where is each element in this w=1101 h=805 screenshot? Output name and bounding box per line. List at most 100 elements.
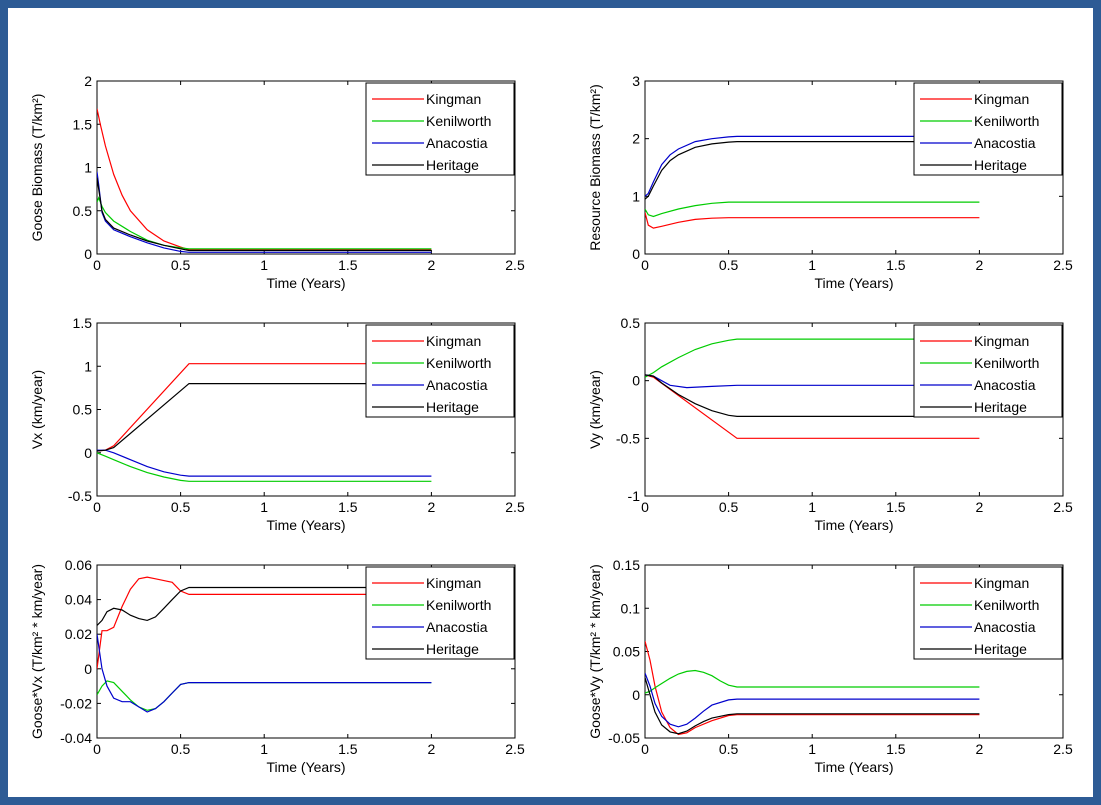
x-tick-label: 2 <box>976 741 984 757</box>
legend-label-kingman: Kingman <box>426 333 481 349</box>
x-tick-label: 0 <box>93 257 101 273</box>
series-line-anacostia <box>97 171 432 253</box>
x-tick-label: 2 <box>976 499 984 515</box>
y-tick-label: -0.02 <box>60 695 92 711</box>
x-tick-label: 0 <box>93 741 101 757</box>
legend: Kingman Kenilworth Anacostia Heritage <box>913 324 1063 418</box>
y-tick-label: 0 <box>84 661 92 677</box>
legend-box <box>913 566 1063 660</box>
legend: Kingman Kenilworth Anacostia Heritage <box>365 566 515 660</box>
series-line-heritage <box>97 383 432 452</box>
x-axis-label: Time (Years) <box>814 759 893 775</box>
x-tick-label: 0.5 <box>719 257 739 273</box>
y-tick-label: 0.05 <box>613 644 640 660</box>
series-line-kingman <box>97 576 432 669</box>
legend-label-kenilworth: Kenilworth <box>974 355 1039 371</box>
legend: Kingman Kenilworth Anacostia Heritage <box>365 82 515 176</box>
y-tick-label: 1 <box>84 160 92 176</box>
legend-label-kingman: Kingman <box>974 333 1029 349</box>
y-tick-label: 0 <box>84 246 92 262</box>
y-tick-label: -0.5 <box>616 430 640 446</box>
x-tick-label: 1 <box>808 741 816 757</box>
y-tick-label: 0 <box>632 246 640 262</box>
series-line-kenilworth <box>97 452 432 482</box>
figure-canvas: 0 0.5 1 1.5 2 2.5 0 0.5 1 1.5 2 Time (Years) Goose B… <box>29 73 1073 775</box>
x-tick-label: 1.5 <box>886 499 906 515</box>
x-tick-label: 0 <box>641 741 649 757</box>
y-tick-label: -0.05 <box>608 730 640 746</box>
x-tick-label: 2.5 <box>1053 499 1073 515</box>
legend-box <box>365 82 515 176</box>
x-tick-label: 0 <box>641 257 649 273</box>
series-line-heritage <box>645 141 980 200</box>
y-tick-label: 0.06 <box>65 557 92 573</box>
series-line-heritage <box>645 374 980 417</box>
y-axis-label: Goose Biomass (T/km²) <box>29 94 45 242</box>
x-tick-label: 2.5 <box>1053 741 1073 757</box>
x-tick-label: 2 <box>428 741 436 757</box>
y-axis-label: Vx (km/year) <box>29 370 45 449</box>
x-tick-label: 1.5 <box>886 257 906 273</box>
series-line-anacostia <box>645 672 980 728</box>
legend-label-heritage: Heritage <box>974 157 1027 173</box>
series-line-kenilworth <box>97 196 432 250</box>
x-tick-label: 2.5 <box>505 741 525 757</box>
y-axis-label: Resource Biomass (T/km²) <box>587 84 603 250</box>
legend-label-kingman: Kingman <box>426 91 481 107</box>
y-tick-label: 0 <box>632 373 640 389</box>
y-tick-label: 0 <box>84 445 92 461</box>
legend-label-kenilworth: Kenilworth <box>426 597 491 613</box>
y-tick-label: 0.02 <box>65 626 92 642</box>
x-tick-label: 2 <box>428 257 436 273</box>
y-axis-label: Goose*Vy (T/km² * km/year) <box>587 564 603 739</box>
subplot-1: 0 0.5 1 1.5 2 2.5 0 0.5 1 1.5 2 Time (Years) Goose B… <box>29 73 525 291</box>
series-line-kingman <box>645 640 980 736</box>
y-tick-label: 1.5 <box>73 315 93 331</box>
legend-label-kingman: Kingman <box>426 575 481 591</box>
x-tick-label: 2.5 <box>505 257 525 273</box>
x-tick-label: 0.5 <box>171 499 191 515</box>
legend-box <box>913 82 1063 176</box>
x-tick-label: 1.5 <box>338 499 358 515</box>
series-line-kenilworth <box>645 669 980 694</box>
subplot-2: 0 0.5 1 1.5 2 2.5 0 1 2 3 Time (Years) Resource Bio… <box>587 73 1073 291</box>
series-line-anacostia <box>97 449 432 477</box>
y-axis-label: Vy (km/year) <box>587 370 603 449</box>
legend: Kingman Kenilworth Anacostia Heritage <box>365 324 515 418</box>
series-line-kingman <box>645 212 980 229</box>
series-line-kingman <box>645 374 980 439</box>
y-tick-label: 0.15 <box>613 557 640 573</box>
x-tick-label: 0.5 <box>719 499 739 515</box>
series-line-kenilworth <box>645 338 980 378</box>
x-tick-label: 2 <box>976 257 984 273</box>
x-tick-label: 1.5 <box>338 257 358 273</box>
x-axis-label: Time (Years) <box>266 275 345 291</box>
x-axis-label: Time (Years) <box>814 517 893 533</box>
legend-label-heritage: Heritage <box>974 399 1027 415</box>
x-tick-label: 0 <box>93 499 101 515</box>
y-tick-label: -0.5 <box>68 488 92 504</box>
y-tick-label: 0.5 <box>621 315 641 331</box>
x-tick-label: 1 <box>260 257 268 273</box>
series-line-heritage <box>97 586 432 626</box>
y-tick-label: 0.5 <box>73 402 93 418</box>
y-tick-label: 3 <box>632 73 640 89</box>
y-tick-label: -1 <box>628 488 641 504</box>
y-tick-label: -0.04 <box>60 730 92 746</box>
series-line-anacostia <box>97 634 432 713</box>
legend-label-heritage: Heritage <box>426 157 479 173</box>
y-tick-label: 0 <box>632 687 640 703</box>
legend-label-anacostia: Anacostia <box>426 377 488 393</box>
legend-label-anacostia: Anacostia <box>974 135 1036 151</box>
legend-label-anacostia: Anacostia <box>974 619 1036 635</box>
legend-box <box>365 324 515 418</box>
x-tick-label: 1.5 <box>886 741 906 757</box>
series-line-anacostia <box>645 374 980 389</box>
y-tick-label: 2 <box>84 73 92 89</box>
x-tick-label: 1 <box>808 257 816 273</box>
x-tick-label: 1 <box>260 741 268 757</box>
x-tick-label: 2.5 <box>505 499 525 515</box>
y-tick-label: 1 <box>84 358 92 374</box>
y-tick-label: 1.5 <box>73 116 93 132</box>
